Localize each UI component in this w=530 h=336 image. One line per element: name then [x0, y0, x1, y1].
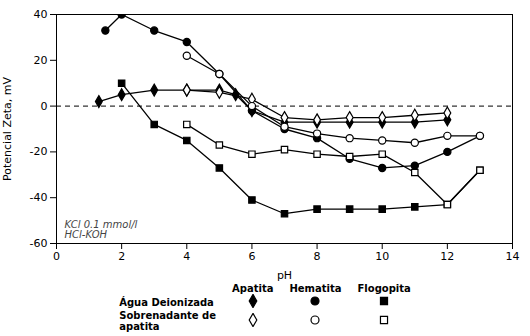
svg-text:12: 12 [440, 250, 454, 263]
svg-text:pH: pH [277, 269, 292, 282]
svg-text:0: 0 [41, 100, 48, 113]
svg-text:KCl 0.1 mmol/lHCl-KOH: KCl 0.1 mmol/lHCl-KOH [65, 219, 138, 240]
svg-text:6: 6 [248, 250, 255, 263]
svg-text:14: 14 [506, 250, 520, 263]
html-text:Sobrenadante de apatita: Sobrenadante de apatita [119, 310, 216, 332]
svg-text:Potencial Zeta, mV: Potencial Zeta, mV [1, 77, 14, 181]
svg-text:4: 4 [183, 250, 190, 263]
html-text:Água Deionizada: Água Deionizada [119, 296, 214, 308]
svg-text:20: 20 [34, 54, 48, 67]
svg-text:0: 0 [53, 250, 60, 263]
svg-text:40: 40 [34, 8, 48, 21]
svg-text:-60: -60 [30, 237, 48, 250]
svg-text:8: 8 [314, 250, 321, 263]
html-text:Apatita: Apatita [232, 283, 274, 294]
html-text:Hematita: Hematita [289, 283, 342, 294]
svg-text:-20: -20 [30, 145, 48, 158]
svg-text:2: 2 [118, 250, 125, 263]
html-text:Flogopita: Flogopita [357, 283, 411, 294]
svg-text:10: 10 [375, 250, 389, 263]
svg-text:-40: -40 [30, 191, 48, 204]
